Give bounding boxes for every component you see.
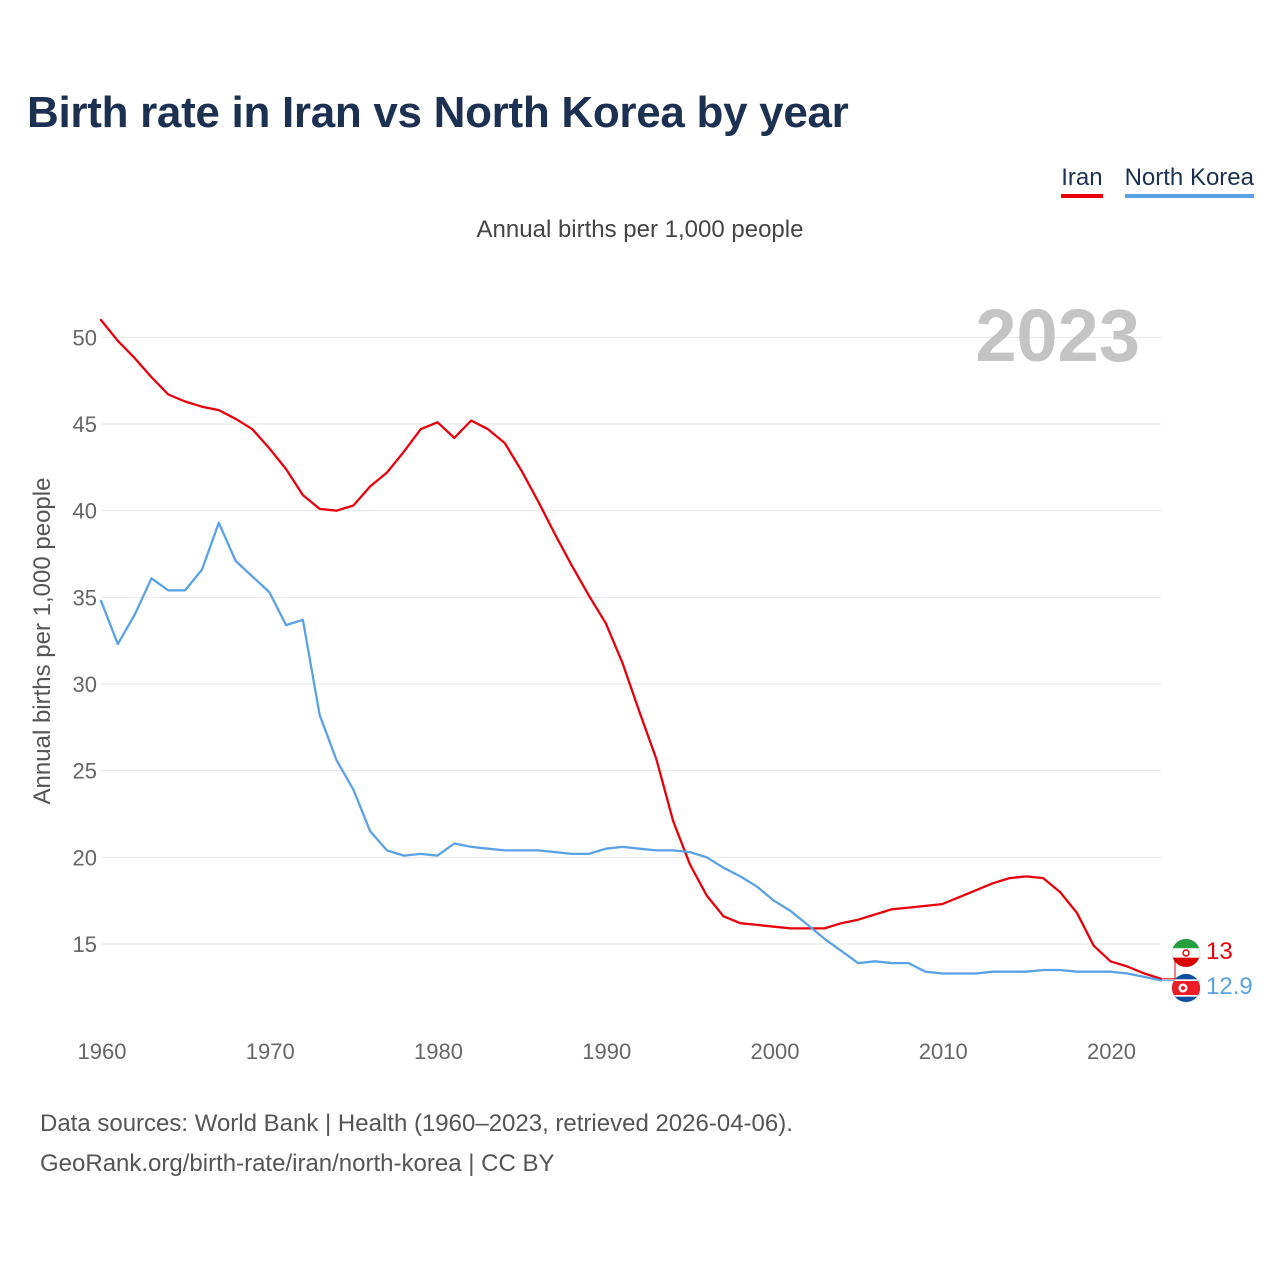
north-korea-flag-icon [1171,973,1201,1003]
legend-item-iran[interactable]: Iran [1061,164,1103,198]
y-tick-label-45: 45 [73,412,97,437]
end-label-iran: 13 [1206,938,1233,965]
series-lines [99,318,1163,982]
year-watermark: 2023 [975,294,1140,377]
legend: Iran North Korea [1061,164,1254,198]
x-tick-label-2000: 2000 [751,1039,800,1064]
x-tick-label-1970: 1970 [246,1039,295,1064]
data-sources-text: Data sources: World Bank | Health (1960–… [40,1110,793,1137]
y-tick-label-40: 40 [73,499,97,524]
x-tick-label-2010: 2010 [919,1039,968,1064]
x-tick-label-1960: 1960 [78,1039,127,1064]
chart-title: Birth rate in Iran vs North Korea by yea… [27,88,849,137]
x-axis-ticks: 1960 1970 1980 1990 2000 2010 2020 [78,1039,1136,1064]
x-tick-label-1990: 1990 [582,1039,631,1064]
y-tick-label-20: 20 [73,845,97,870]
iran-flag-icon [1171,938,1201,968]
y-axis-ticks: 15 20 25 30 35 40 45 50 [73,325,97,957]
y-tick-label-30: 30 [73,672,97,697]
x-tick-label-1980: 1980 [414,1039,463,1064]
y-tick-label-25: 25 [73,759,97,784]
y-tick-label-35: 35 [73,585,97,610]
footer: Data sources: World Bank | Health (1960–… [40,1104,793,1184]
y-tick-label-50: 50 [73,325,97,350]
end-label-north-korea: 12.9 [1206,973,1253,1000]
x-tick-label-2020: 2020 [1087,1039,1136,1064]
gridlines [101,336,1161,945]
attribution-text: GeoRank.org/birth-rate/iran/north-korea … [40,1150,555,1177]
chart-subtitle: Annual births per 1,000 people [476,216,804,243]
series-line-iran[interactable] [99,318,1163,980]
line-chart: 15 20 25 30 35 40 45 50 1960 1970 1980 1990 2000 201… [29,294,1253,1064]
legend-item-north-korea[interactable]: North Korea [1124,164,1254,198]
series-line-north-korea[interactable] [99,521,1163,982]
end-labels: 13 12.9 [1162,938,1253,1003]
y-tick-label-15: 15 [73,932,97,957]
y-axis-label: Annual births per 1,000 people [29,478,56,805]
